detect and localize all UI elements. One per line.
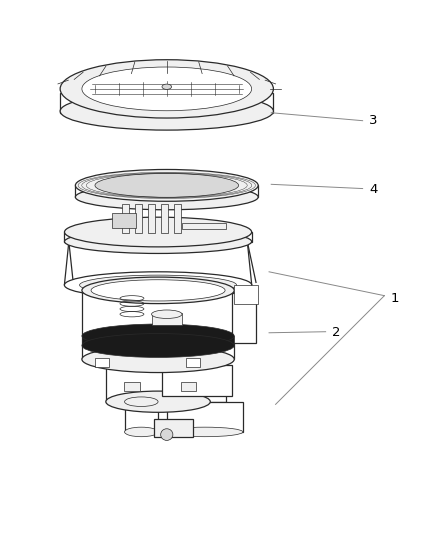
Bar [154, 419, 193, 437]
Bar [162, 365, 232, 397]
Bar [135, 204, 142, 233]
Ellipse shape [106, 348, 210, 371]
Ellipse shape [167, 427, 243, 437]
Text: 1: 1 [391, 292, 399, 305]
Bar [148, 204, 155, 233]
Bar [95, 358, 109, 367]
Bar [75, 185, 258, 197]
Bar [82, 290, 234, 359]
Ellipse shape [124, 427, 158, 437]
Bar [181, 382, 196, 391]
Text: 3: 3 [369, 114, 378, 127]
Bar [174, 204, 181, 233]
Ellipse shape [60, 92, 273, 130]
Bar [186, 358, 200, 367]
Bar [124, 382, 140, 391]
Bar [60, 93, 273, 113]
Ellipse shape [106, 391, 210, 413]
Bar [152, 313, 182, 325]
Ellipse shape [82, 346, 234, 373]
Bar [232, 293, 256, 343]
Text: 4: 4 [369, 183, 378, 196]
Ellipse shape [95, 173, 239, 197]
Bar [64, 232, 252, 241]
Bar [124, 402, 158, 432]
Ellipse shape [91, 280, 225, 301]
Ellipse shape [75, 169, 258, 201]
Ellipse shape [64, 217, 252, 247]
Bar [161, 204, 168, 233]
Bar [234, 285, 258, 304]
Bar [106, 359, 226, 402]
Bar [122, 204, 129, 233]
Bar [167, 402, 243, 432]
Ellipse shape [161, 429, 173, 440]
Ellipse shape [82, 334, 234, 358]
Ellipse shape [82, 324, 234, 348]
Ellipse shape [60, 60, 273, 118]
Ellipse shape [80, 275, 237, 295]
FancyBboxPatch shape [113, 213, 136, 228]
Ellipse shape [82, 277, 234, 304]
Ellipse shape [75, 184, 258, 210]
Ellipse shape [64, 272, 252, 298]
Text: 2: 2 [332, 326, 341, 340]
Ellipse shape [82, 67, 252, 111]
Ellipse shape [152, 310, 182, 318]
Ellipse shape [124, 397, 158, 407]
Polygon shape [64, 241, 252, 285]
Bar [82, 336, 234, 345]
Bar [182, 223, 226, 229]
Ellipse shape [162, 84, 172, 90]
Ellipse shape [64, 230, 252, 254]
